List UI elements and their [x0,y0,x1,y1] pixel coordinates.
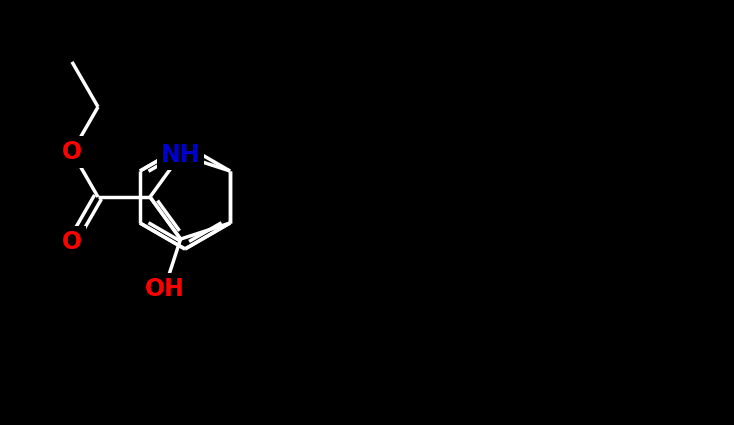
Text: NH: NH [161,143,200,167]
Text: O: O [62,140,82,164]
Text: O: O [62,230,82,254]
Text: OH: OH [145,277,184,300]
